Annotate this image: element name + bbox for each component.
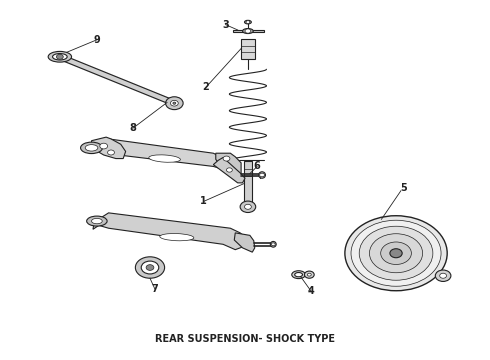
Circle shape bbox=[271, 243, 275, 246]
Polygon shape bbox=[233, 30, 264, 32]
Circle shape bbox=[100, 143, 108, 149]
Text: 4: 4 bbox=[307, 286, 314, 296]
Ellipse shape bbox=[85, 145, 98, 151]
Circle shape bbox=[146, 265, 154, 270]
Circle shape bbox=[223, 156, 230, 161]
Circle shape bbox=[173, 102, 176, 104]
Circle shape bbox=[240, 201, 256, 212]
Text: 7: 7 bbox=[151, 284, 158, 294]
Circle shape bbox=[260, 173, 265, 177]
Polygon shape bbox=[213, 157, 245, 183]
Ellipse shape bbox=[87, 216, 107, 226]
Ellipse shape bbox=[259, 172, 266, 178]
Circle shape bbox=[246, 21, 250, 23]
Ellipse shape bbox=[80, 142, 102, 154]
Ellipse shape bbox=[294, 273, 302, 277]
Ellipse shape bbox=[243, 28, 253, 33]
Ellipse shape bbox=[160, 234, 194, 241]
Text: 8: 8 bbox=[129, 123, 136, 133]
Circle shape bbox=[345, 216, 447, 291]
Text: REAR SUSPENSION- SHOCK TYPE: REAR SUSPENSION- SHOCK TYPE bbox=[155, 334, 335, 344]
Circle shape bbox=[135, 257, 165, 278]
Text: 2: 2 bbox=[203, 82, 209, 92]
Ellipse shape bbox=[292, 271, 305, 279]
Circle shape bbox=[245, 204, 251, 209]
Text: 3: 3 bbox=[222, 19, 229, 30]
Circle shape bbox=[108, 150, 115, 155]
Text: 6: 6 bbox=[254, 161, 261, 171]
Circle shape bbox=[166, 97, 183, 110]
Circle shape bbox=[390, 249, 402, 258]
Circle shape bbox=[440, 273, 446, 278]
Ellipse shape bbox=[245, 20, 251, 24]
Circle shape bbox=[171, 100, 178, 106]
Circle shape bbox=[304, 271, 314, 278]
Circle shape bbox=[307, 273, 311, 276]
Text: 5: 5 bbox=[400, 183, 407, 193]
Circle shape bbox=[435, 270, 451, 282]
Circle shape bbox=[226, 168, 232, 172]
Ellipse shape bbox=[270, 242, 276, 247]
Circle shape bbox=[369, 234, 423, 273]
Ellipse shape bbox=[149, 155, 180, 162]
Circle shape bbox=[56, 54, 63, 59]
Circle shape bbox=[381, 242, 412, 265]
Polygon shape bbox=[241, 39, 255, 59]
Circle shape bbox=[351, 220, 441, 286]
Circle shape bbox=[359, 226, 433, 280]
Ellipse shape bbox=[52, 54, 67, 60]
Text: 1: 1 bbox=[200, 197, 207, 206]
Polygon shape bbox=[93, 213, 247, 249]
Circle shape bbox=[141, 261, 159, 274]
Ellipse shape bbox=[48, 51, 72, 62]
Text: 9: 9 bbox=[93, 35, 100, 45]
Polygon shape bbox=[97, 139, 225, 169]
Polygon shape bbox=[58, 55, 176, 105]
Polygon shape bbox=[92, 137, 125, 158]
Circle shape bbox=[245, 29, 251, 33]
Ellipse shape bbox=[92, 219, 102, 224]
Polygon shape bbox=[234, 233, 255, 252]
Polygon shape bbox=[216, 153, 241, 176]
Polygon shape bbox=[244, 161, 252, 203]
